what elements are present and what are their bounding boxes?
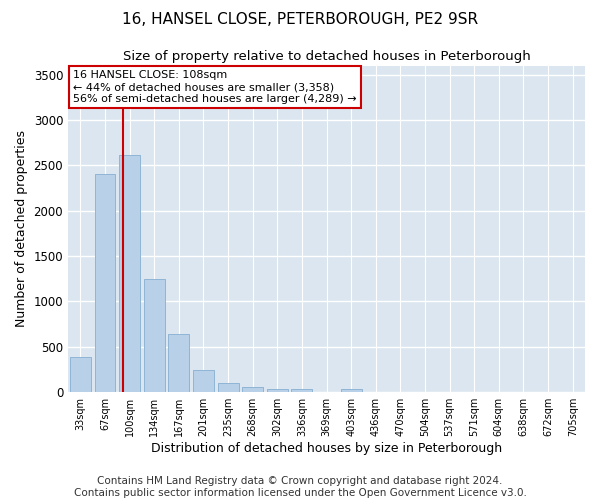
Bar bbox=[292, 390, 313, 392]
Title: Size of property relative to detached houses in Peterborough: Size of property relative to detached ho… bbox=[122, 50, 530, 63]
Bar bbox=[169, 334, 189, 392]
Bar bbox=[193, 370, 214, 392]
Bar bbox=[144, 279, 164, 392]
Bar bbox=[70, 357, 91, 392]
Bar bbox=[267, 388, 288, 392]
Text: Contains HM Land Registry data © Crown copyright and database right 2024.
Contai: Contains HM Land Registry data © Crown c… bbox=[74, 476, 526, 498]
Bar bbox=[341, 390, 362, 392]
Bar bbox=[119, 156, 140, 392]
Bar bbox=[218, 382, 239, 392]
Y-axis label: Number of detached properties: Number of detached properties bbox=[15, 130, 28, 328]
X-axis label: Distribution of detached houses by size in Peterborough: Distribution of detached houses by size … bbox=[151, 442, 502, 455]
Bar bbox=[95, 174, 115, 392]
Bar bbox=[242, 387, 263, 392]
Text: 16, HANSEL CLOSE, PETERBOROUGH, PE2 9SR: 16, HANSEL CLOSE, PETERBOROUGH, PE2 9SR bbox=[122, 12, 478, 28]
Text: 16 HANSEL CLOSE: 108sqm
← 44% of detached houses are smaller (3,358)
56% of semi: 16 HANSEL CLOSE: 108sqm ← 44% of detache… bbox=[73, 70, 357, 104]
